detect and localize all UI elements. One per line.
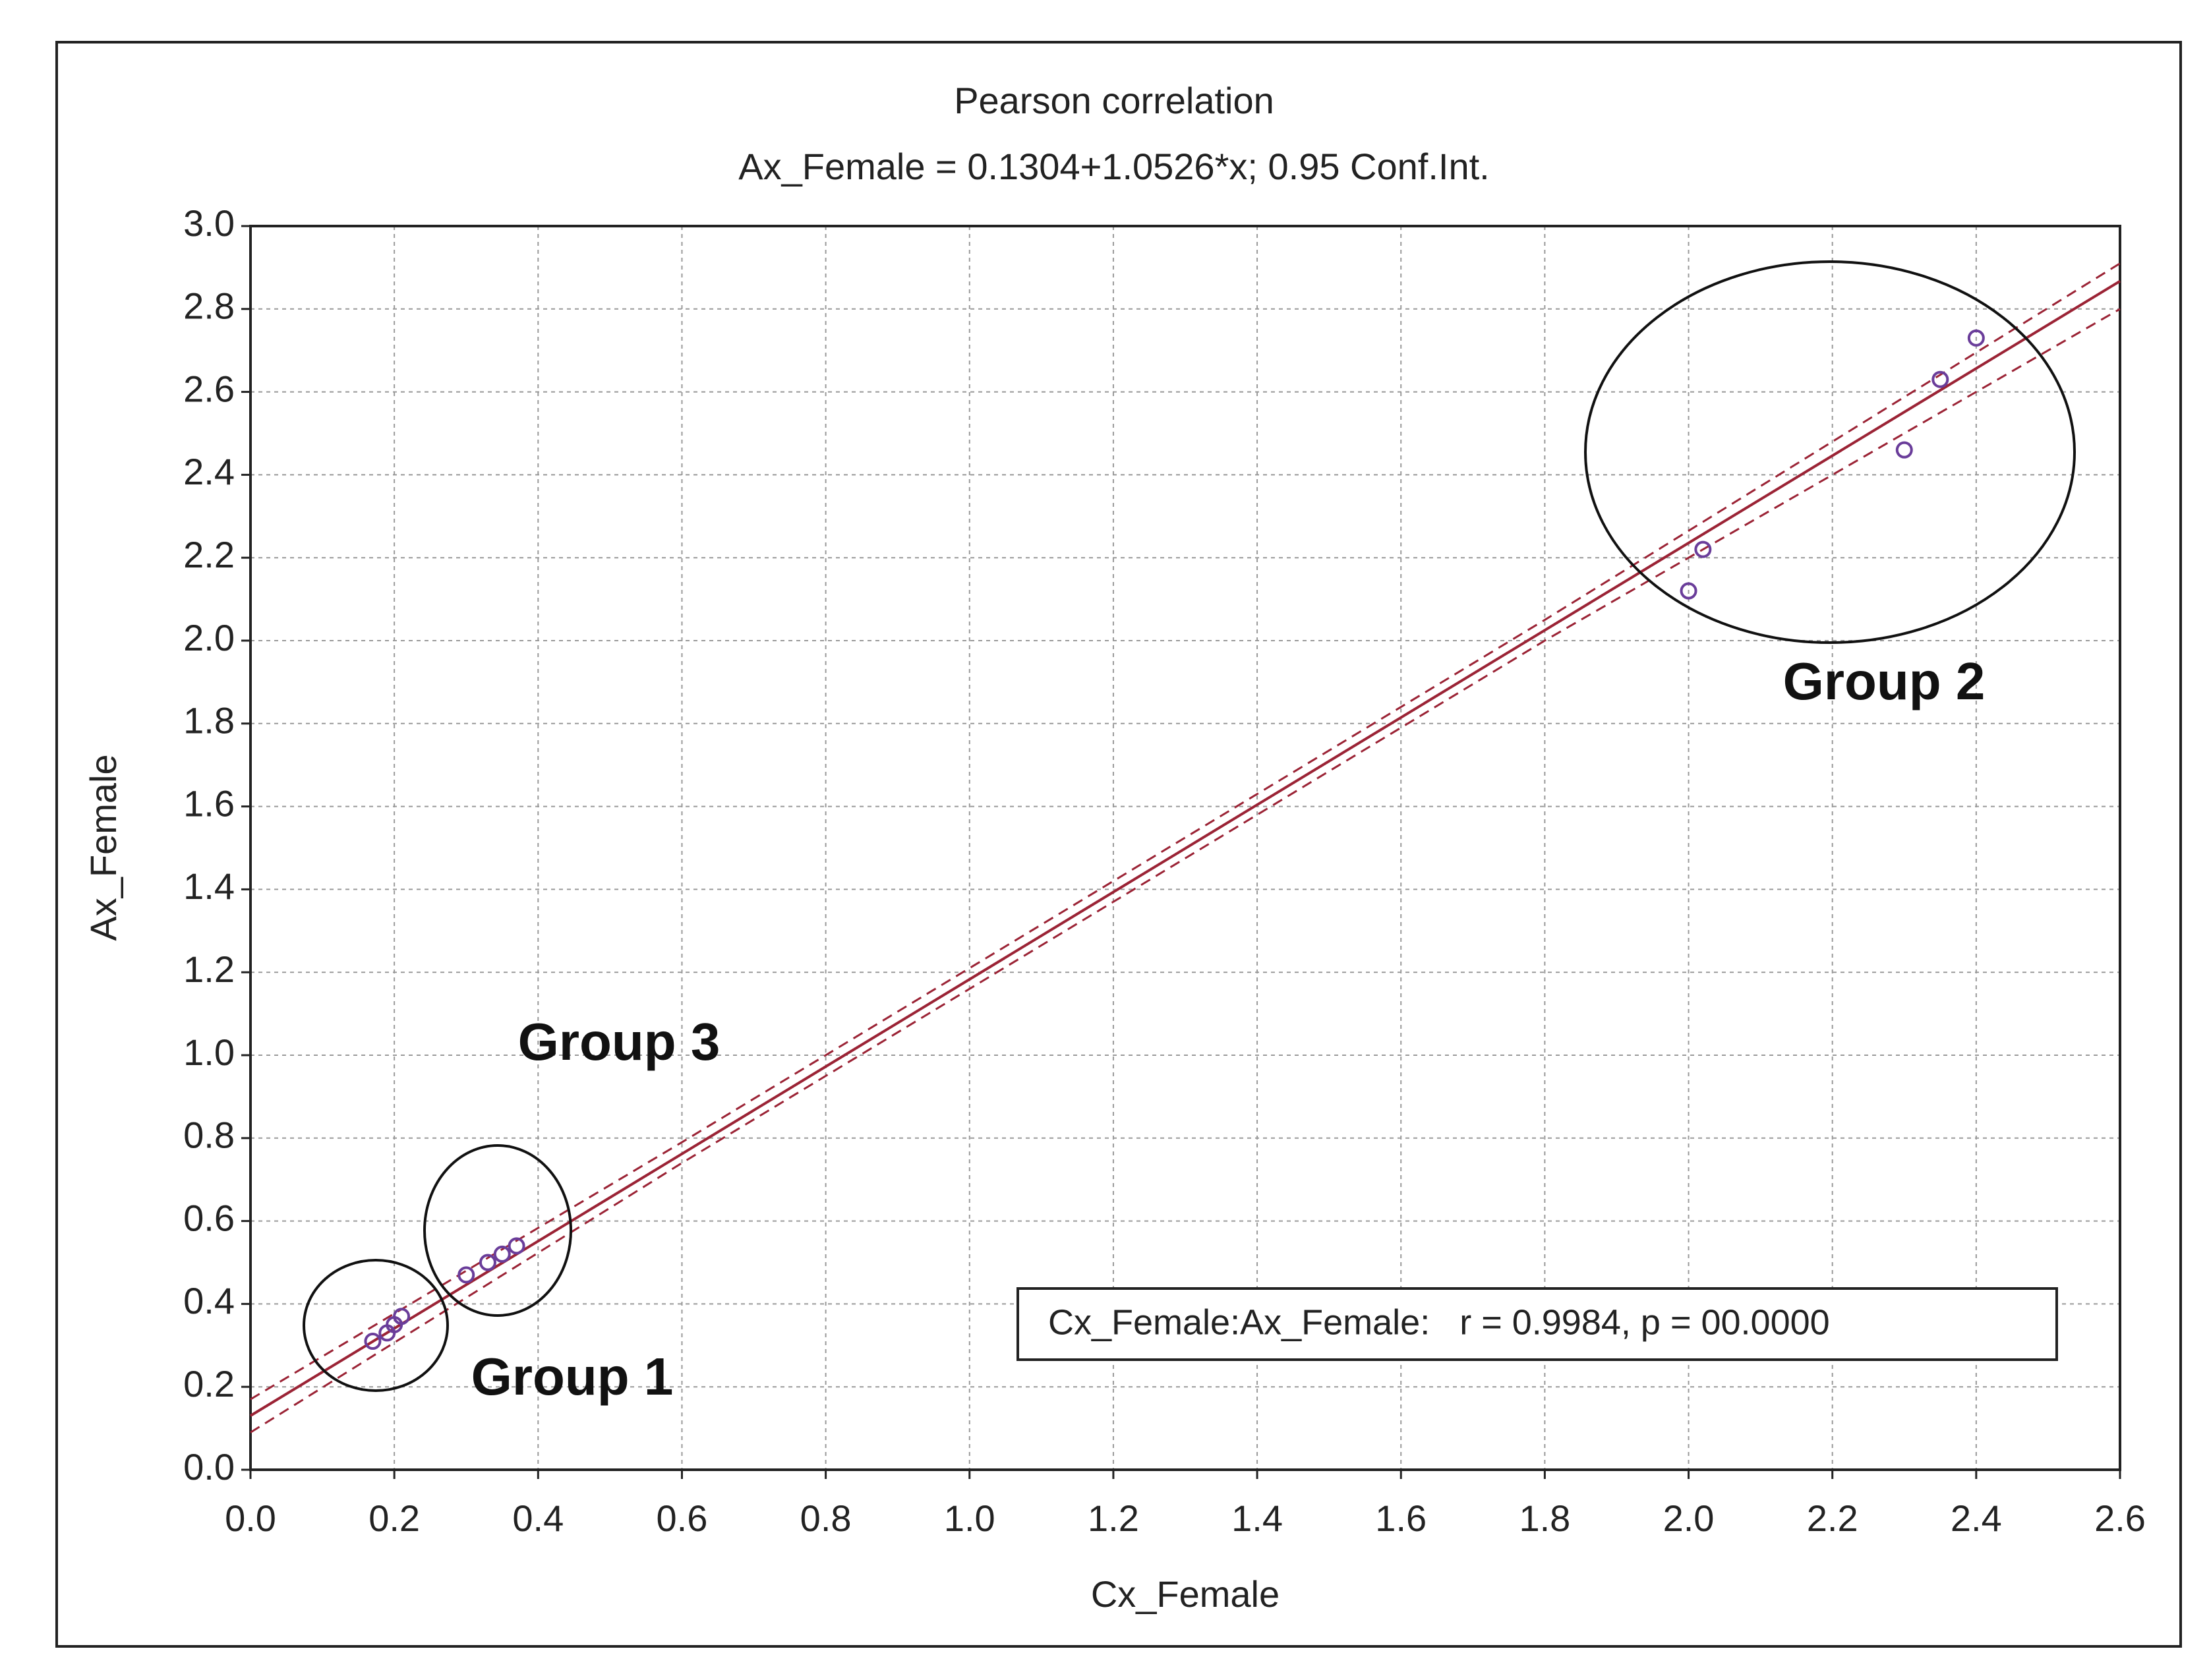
legend-text: Cx_Female:Ax_Female: r = 0.9984, p = 00.… <box>1048 1302 1830 1342</box>
y-tick-label: 2.6 <box>183 368 235 409</box>
y-tick-label: 0.0 <box>183 1446 235 1488</box>
x-tick-label: 1.4 <box>1231 1497 1283 1539</box>
y-tick-label: 1.0 <box>183 1031 235 1073</box>
y-tick-label: 1.2 <box>183 948 235 990</box>
x-tick-label: 2.4 <box>1951 1497 2002 1539</box>
y-tick-label: 3.0 <box>183 202 235 244</box>
y-tick-label: 0.8 <box>183 1115 235 1156</box>
group-label: Group 1 <box>471 1347 674 1406</box>
point <box>1694 540 1712 558</box>
plot-border <box>249 225 2121 1471</box>
group-label: Group 2 <box>1783 652 1986 710</box>
y-tick-label: 0.2 <box>183 1363 235 1405</box>
group-ellipse <box>1584 260 2076 644</box>
x-tick-label: 1.0 <box>944 1497 995 1539</box>
point <box>1931 370 1949 388</box>
y-tick-label: 2.4 <box>183 451 235 492</box>
point <box>1680 582 1697 600</box>
y-tick-label: 0.6 <box>183 1197 235 1238</box>
chart-subtitle: Ax_Female = 0.1304+1.0526*x; 0.95 Conf.I… <box>738 146 1489 187</box>
y-axis-label: Ax_Female <box>82 754 124 941</box>
group-ellipse <box>303 1259 449 1392</box>
x-tick-label: 2.2 <box>1807 1497 1858 1539</box>
x-axis-label: Cx_Female <box>1091 1573 1280 1615</box>
x-tick-label: 0.6 <box>657 1497 708 1539</box>
y-tick-label: 1.4 <box>183 865 235 907</box>
group-label: Group 3 <box>518 1012 721 1071</box>
point <box>1967 329 1985 347</box>
chart-title: Pearson correlation <box>954 80 1274 121</box>
x-tick-label: 0.2 <box>368 1497 420 1539</box>
x-tick-label: 0.4 <box>512 1497 564 1539</box>
point <box>508 1237 525 1255</box>
x-tick-label: 1.6 <box>1375 1497 1427 1539</box>
point <box>393 1308 411 1325</box>
point <box>457 1266 475 1284</box>
x-tick-label: 2.6 <box>2094 1497 2146 1539</box>
x-tick-label: 0.0 <box>225 1497 276 1539</box>
group-ellipse <box>423 1144 572 1317</box>
point <box>1895 441 1913 459</box>
y-tick-label: 2.0 <box>183 617 235 658</box>
x-tick-label: 2.0 <box>1663 1497 1715 1539</box>
point <box>479 1254 496 1271</box>
legend-box <box>1016 1287 2058 1361</box>
confidence-band <box>250 308 2121 1434</box>
point <box>364 1333 382 1350</box>
point <box>493 1245 511 1263</box>
x-tick-label: 0.8 <box>800 1497 852 1539</box>
y-tick-label: 0.4 <box>183 1280 235 1321</box>
y-tick-label: 1.8 <box>183 700 235 741</box>
x-tick-label: 1.8 <box>1519 1497 1570 1539</box>
x-tick-label: 1.2 <box>1088 1497 1139 1539</box>
y-tick-label: 2.2 <box>183 534 235 575</box>
y-tick-label: 1.6 <box>183 782 235 824</box>
confidence-band <box>250 262 2121 1401</box>
y-tick-label: 2.8 <box>183 285 235 327</box>
regression-line <box>249 279 2121 1417</box>
